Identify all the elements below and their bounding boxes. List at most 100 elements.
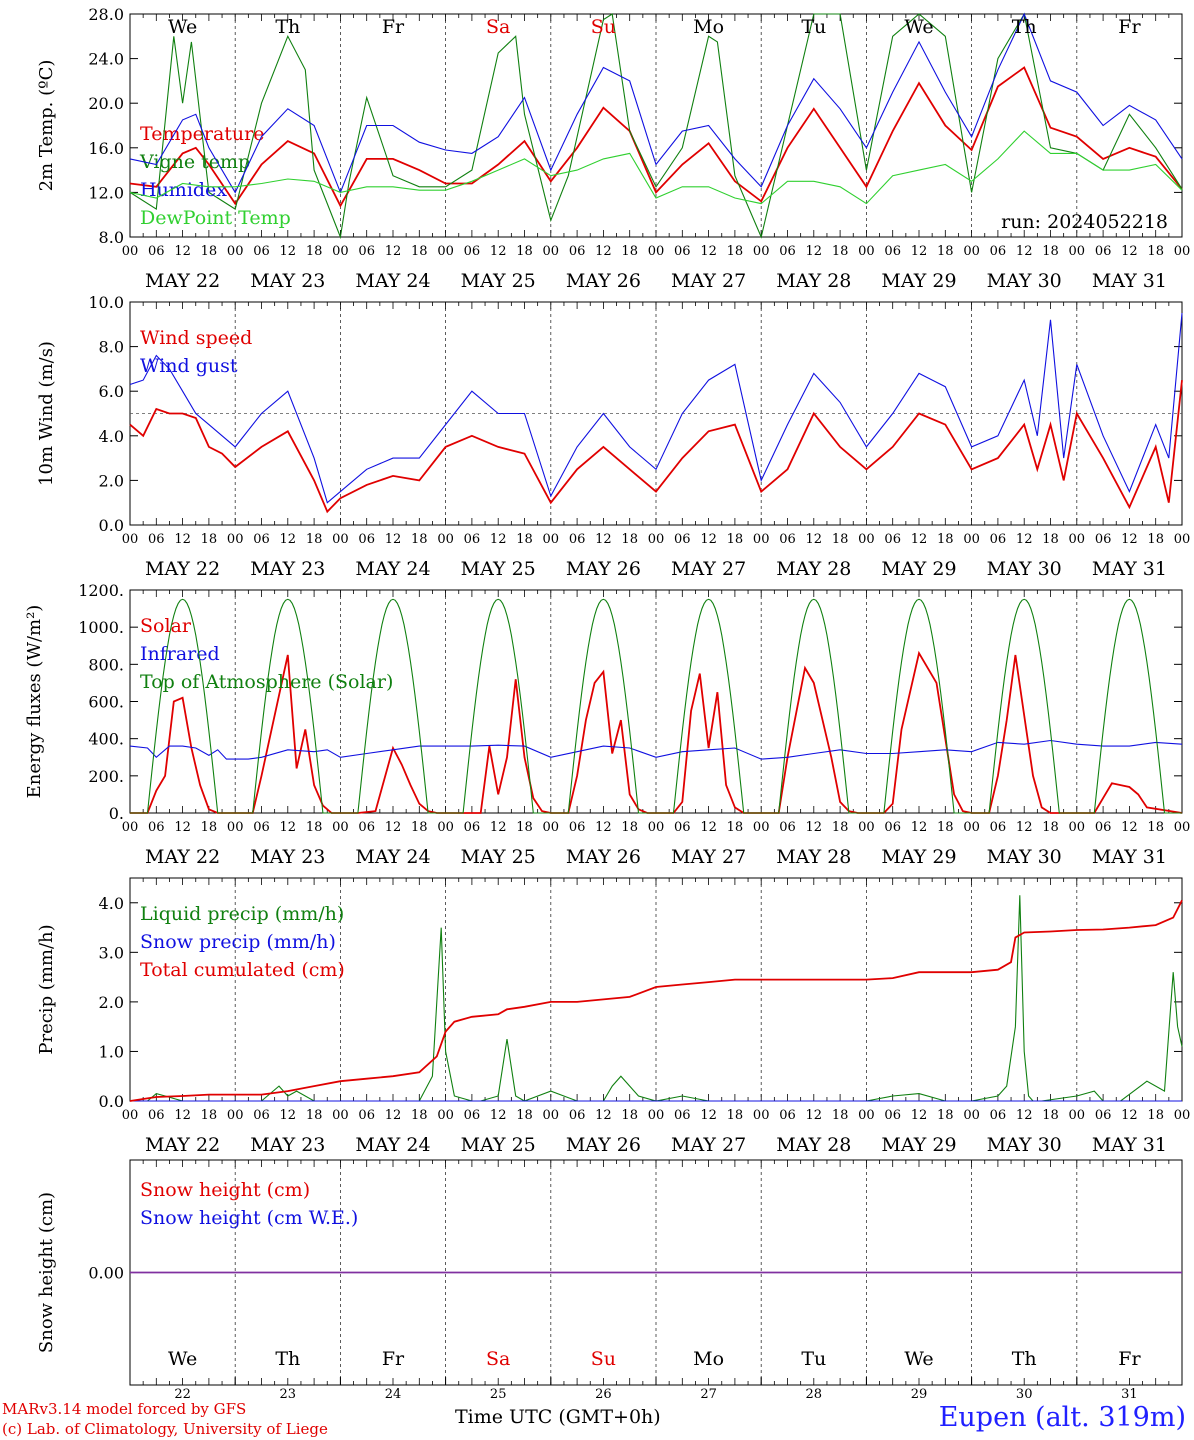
hour-tick-label: 18 — [201, 1108, 218, 1123]
legend-entry: Infrared — [140, 643, 220, 665]
hour-tick-label: 18 — [621, 532, 638, 547]
weekday-label: Th — [1012, 1348, 1037, 1370]
weekday-label: Fr — [1118, 1348, 1141, 1370]
hour-tick-label: 18 — [516, 820, 533, 835]
date-label: MAY 25 — [461, 846, 536, 868]
hour-tick-label: 18 — [201, 244, 218, 259]
hour-tick-label: 06 — [253, 532, 270, 547]
y-tick-label: 8.0 — [99, 228, 124, 247]
hour-tick-label: 18 — [727, 820, 744, 835]
hour-tick-label: 06 — [990, 1108, 1007, 1123]
y-tick-label: 6.0 — [99, 382, 124, 401]
hour-tick-label: 18 — [306, 244, 323, 259]
hour-tick-label: 12 — [174, 1108, 191, 1123]
y-tick-label: 0.00 — [88, 1264, 124, 1283]
hour-tick-label: 06 — [990, 244, 1007, 259]
series-line-humidex — [129, 12, 1183, 194]
station-name: Eupen (alt. 319m) — [938, 1402, 1186, 1433]
weekday-label: Fr — [382, 1348, 405, 1370]
hour-tick-label: 12 — [280, 532, 297, 547]
hour-tick-label: 12 — [1121, 820, 1138, 835]
date-label: MAY 30 — [987, 270, 1062, 292]
date-label: MAY 30 — [987, 558, 1062, 580]
hour-tick-label: 18 — [201, 532, 218, 547]
hour-tick-label: 00 — [437, 820, 454, 835]
y-tick-label: 8.0 — [99, 338, 124, 357]
date-label: MAY 28 — [776, 270, 851, 292]
hour-tick-label: 18 — [832, 532, 849, 547]
hour-tick-label: 00 — [437, 244, 454, 259]
weekday-label: Th — [275, 16, 300, 38]
date-label: MAY 26 — [566, 270, 641, 292]
hour-tick-label: 12 — [700, 820, 717, 835]
hour-tick-label: 12 — [490, 820, 507, 835]
hour-tick-label: 12 — [174, 820, 191, 835]
hour-tick-label: 00 — [332, 532, 349, 547]
hour-tick-label: 18 — [411, 820, 428, 835]
hour-tick-label: 00 — [648, 820, 665, 835]
date-label: MAY 24 — [355, 846, 430, 868]
y-tick-label: 2.0 — [99, 993, 124, 1012]
hour-tick-label: 00 — [963, 820, 980, 835]
hour-tick-label: 18 — [411, 532, 428, 547]
hour-tick-label: 18 — [1042, 244, 1059, 259]
hour-tick-label: 06 — [464, 244, 481, 259]
hour-tick-label: 12 — [1121, 532, 1138, 547]
legend-entry: Snow precip (mm/h) — [140, 931, 336, 953]
hour-tick-label: 00 — [543, 820, 560, 835]
day-number-label: 24 — [385, 1387, 402, 1402]
hour-tick-label: 00 — [1174, 820, 1191, 835]
weekday-label: Sa — [486, 16, 510, 38]
hour-tick-label: 00 — [332, 820, 349, 835]
hour-tick-label: 18 — [727, 1108, 744, 1123]
date-label: MAY 23 — [250, 1134, 325, 1156]
hour-tick-label: 12 — [806, 1108, 823, 1123]
hour-tick-label: 12 — [385, 1108, 402, 1123]
y-tick-label: 2.0 — [99, 471, 124, 490]
weekday-label: Mo — [693, 1348, 724, 1370]
y-tick-label: 400. — [88, 730, 124, 749]
y-tick-label: 0. — [109, 804, 124, 823]
hour-tick-label: 00 — [648, 1108, 665, 1123]
y-tick-label: 1.0 — [99, 1042, 124, 1061]
hour-tick-label: 18 — [516, 532, 533, 547]
hour-tick-label: 06 — [884, 244, 901, 259]
hour-tick-label: 00 — [1174, 244, 1191, 259]
hour-tick-label: 12 — [1121, 244, 1138, 259]
hour-tick-label: 12 — [911, 1108, 928, 1123]
hour-tick-label: 18 — [1147, 1108, 1164, 1123]
date-label: MAY 29 — [881, 846, 956, 868]
y-tick-label: 4.0 — [99, 427, 124, 446]
hour-tick-label: 12 — [1016, 244, 1033, 259]
weekday-label: Su — [591, 1348, 616, 1370]
weekday-label: Fr — [382, 16, 405, 38]
hour-tick-label: 12 — [385, 820, 402, 835]
hour-tick-label: 12 — [700, 1108, 717, 1123]
date-label: MAY 24 — [355, 558, 430, 580]
time-axis-label: Time UTC (GMT+0h) — [455, 1406, 661, 1428]
date-label: MAY 24 — [355, 1134, 430, 1156]
day-number-label: 30 — [1016, 1387, 1033, 1402]
hour-tick-label: 00 — [963, 532, 980, 547]
series-line-dewpoint-temp — [129, 130, 1183, 205]
hour-tick-label: 06 — [779, 532, 796, 547]
panel-frame — [129, 589, 1183, 814]
hour-tick-label: 18 — [516, 244, 533, 259]
hour-tick-label: 06 — [674, 1108, 691, 1123]
hour-tick-label: 12 — [595, 244, 612, 259]
hour-tick-label: 12 — [174, 244, 191, 259]
hour-tick-label: 18 — [937, 532, 954, 547]
date-label: MAY 27 — [671, 558, 746, 580]
hour-tick-label: 00 — [963, 1108, 980, 1123]
weekday-label: Tu — [801, 16, 826, 38]
day-number-label: 29 — [911, 1387, 928, 1402]
hour-tick-label: 18 — [1147, 820, 1164, 835]
hour-tick-label: 12 — [595, 820, 612, 835]
hour-tick-label: 18 — [832, 820, 849, 835]
hour-tick-label: 18 — [306, 1108, 323, 1123]
hour-tick-label: 18 — [411, 244, 428, 259]
hour-tick-label: 06 — [148, 532, 165, 547]
series-line-top-of-atmosphere-solar- — [130, 598, 1182, 814]
hour-tick-label: 06 — [569, 532, 586, 547]
